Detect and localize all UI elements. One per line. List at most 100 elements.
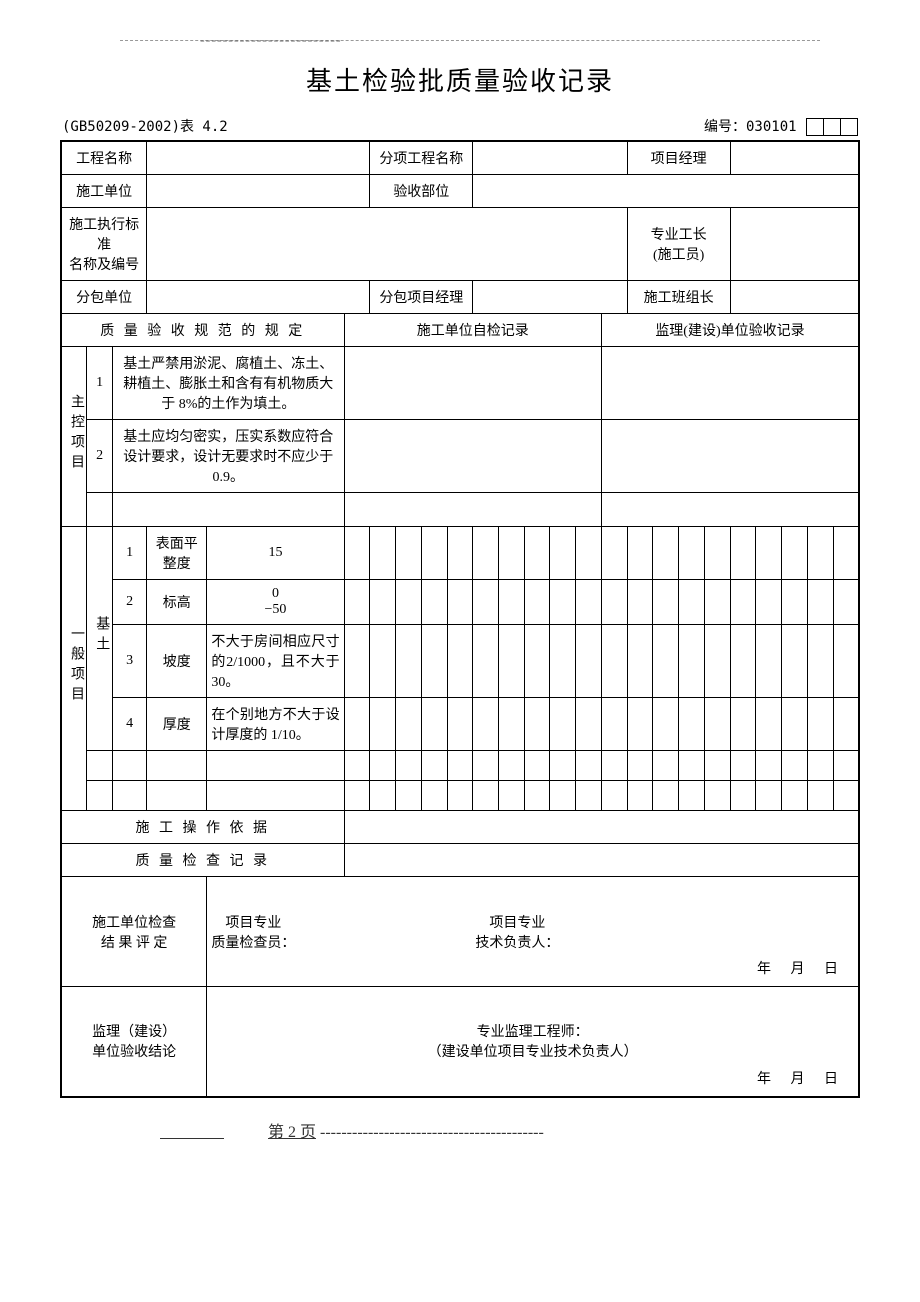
main-r2-sup (601, 420, 859, 493)
g4-no: 4 (112, 698, 146, 751)
c (473, 625, 499, 698)
c (833, 751, 859, 781)
c (833, 527, 859, 580)
main-r1-self (344, 347, 601, 420)
val-foreman (730, 208, 859, 281)
c (550, 527, 576, 580)
c (730, 698, 756, 751)
c (396, 698, 422, 751)
main-r1-no: 1 (87, 347, 113, 420)
val-exec-std (147, 208, 627, 281)
c (447, 781, 473, 811)
val-sub-pm (473, 281, 627, 314)
label-sub-project: 分项工程名称 (370, 141, 473, 175)
main-r3-sup (601, 493, 859, 527)
c (473, 698, 499, 751)
c (447, 698, 473, 751)
c (550, 698, 576, 751)
c (421, 781, 447, 811)
g3-spec: 不大于房间相应尺寸的2/1000，且不大于 30。 (207, 625, 344, 698)
c (704, 527, 730, 580)
c (653, 580, 679, 625)
c (576, 751, 602, 781)
c (499, 751, 525, 781)
val-pm (730, 141, 859, 175)
c (756, 751, 782, 781)
c (396, 751, 422, 781)
doc-title: 基土检验批质量验收记录 (60, 61, 860, 98)
main-r1-text: 基土严禁用淤泥、腐植土、冻土、耕植土、膨胀土和含有有机物质大于 8%的土作为填土… (112, 347, 344, 420)
c (344, 625, 370, 698)
label-spec: 质 量 验 收 规 范 的 规 定 (61, 314, 344, 347)
c (447, 580, 473, 625)
serial-boxes (807, 118, 858, 136)
c (704, 781, 730, 811)
c (601, 781, 627, 811)
c (601, 751, 627, 781)
c (344, 751, 370, 781)
c (473, 580, 499, 625)
c (576, 625, 602, 698)
page-footer: 第 2 页 ----------------------------------… (60, 1118, 860, 1142)
main-table: 工程名称 分项工程名称 项目经理 施工单位 验收部位 施工执行标准 名称及编号 … (60, 140, 860, 1098)
c (653, 527, 679, 580)
c (473, 781, 499, 811)
c (730, 580, 756, 625)
c (807, 781, 833, 811)
c (370, 625, 396, 698)
c (807, 625, 833, 698)
c (524, 527, 550, 580)
c (421, 698, 447, 751)
c (524, 781, 550, 811)
c (782, 698, 808, 751)
label-exec-std: 施工执行标准 名称及编号 (61, 208, 147, 281)
main-r2-text: 基土应均匀密实，压实系数应符合设计要求，设计无要求时不应少于 0.9。 (112, 420, 344, 493)
c (601, 698, 627, 751)
val-qc-record (344, 844, 859, 877)
val-subcontract (147, 281, 370, 314)
c (653, 698, 679, 751)
c (421, 625, 447, 698)
c (627, 527, 653, 580)
label-self-check: 施工单位自检记录 (344, 314, 601, 347)
c (473, 751, 499, 781)
c (653, 781, 679, 811)
c (499, 781, 525, 811)
label-soil: 基土 (87, 527, 113, 751)
c (833, 625, 859, 698)
c (576, 698, 602, 751)
c (499, 625, 525, 698)
label-accept-part: 验收部位 (370, 175, 473, 208)
label-supervise: 监理(建设)单位验收记录 (601, 314, 859, 347)
label-supervise-concl: 监理（建设） 单位验收结论 (61, 987, 207, 1097)
c (756, 580, 782, 625)
label-pm: 项目经理 (627, 141, 730, 175)
c (782, 625, 808, 698)
main-r1-sup (601, 347, 859, 420)
serial-label: 编号：030101 (704, 116, 858, 136)
c (396, 625, 422, 698)
c (447, 527, 473, 580)
label-construction-unit: 施工单位 (61, 175, 147, 208)
val-sub-project (473, 141, 627, 175)
c (396, 580, 422, 625)
label-unit-eval: 施工单位检查 结 果 评 定 (61, 877, 207, 987)
main-r2-self (344, 420, 601, 493)
sig-supervisor: 专业监理工程师： （建设单位项目专业技术负责人） (428, 1025, 638, 1060)
c (344, 781, 370, 811)
c (653, 625, 679, 698)
label-subcontract: 分包单位 (61, 281, 147, 314)
c (679, 698, 705, 751)
c (730, 625, 756, 698)
c (627, 580, 653, 625)
val-project-name (147, 141, 370, 175)
c (421, 751, 447, 781)
c (576, 580, 602, 625)
c (730, 781, 756, 811)
g2-no: 2 (112, 580, 146, 625)
g1-no: 1 (112, 527, 146, 580)
c (807, 698, 833, 751)
sig-date-2: 年 月 日 (757, 1068, 846, 1088)
main-r3-self (344, 493, 601, 527)
c (627, 625, 653, 698)
